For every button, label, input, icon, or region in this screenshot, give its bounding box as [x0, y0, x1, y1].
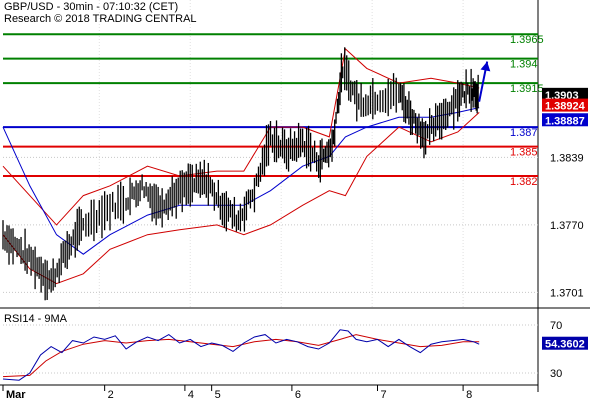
forecast-arrow-head — [480, 61, 491, 72]
x-axis-tick: 8 — [466, 389, 472, 400]
x-axis-tick: 7 — [381, 389, 387, 400]
level-label: 1.387 — [510, 127, 538, 139]
x-axis-tick: Mar — [6, 389, 26, 400]
bollinger-lower-line — [2, 112, 480, 285]
rsi-axis-tick: 30 — [550, 368, 562, 380]
price-badge-label: 1.38924 — [545, 101, 586, 113]
price-badge — [542, 87, 588, 101]
x-axis-tick: 5 — [215, 389, 221, 400]
rsi-ma-line — [2, 334, 480, 378]
price-axis-tick: 1.3839 — [550, 152, 584, 164]
x-axis-tick: 6 — [295, 389, 301, 400]
price-badge — [542, 98, 588, 112]
x-axis-tick: 4 — [188, 389, 194, 400]
rsi-axis-tick: 70 — [550, 320, 562, 332]
rsi-badge — [542, 336, 588, 350]
chart-title: GBP/USD - 30min - 07:10:32 (CET) — [4, 1, 179, 13]
price-axis-tick: 1.3701 — [550, 287, 584, 299]
price-axis-tick: 1.3770 — [550, 220, 584, 232]
price-badge-label: 1.38887 — [545, 115, 585, 127]
rsi-badge-label: 54.3602 — [545, 339, 585, 351]
level-label: 1.382 — [510, 176, 538, 188]
level-label: 1.3915 — [510, 83, 544, 95]
level-label: 1.394 — [510, 59, 538, 71]
rsi-title: RSI14 - 9MA — [4, 313, 68, 325]
x-axis-tick: 2 — [108, 389, 114, 400]
moving-average-line — [2, 107, 480, 255]
level-label: 1.385 — [510, 147, 538, 159]
chart-copyright: Research © 2018 TRADING CENTRAL — [4, 13, 197, 25]
level-label: 1.3965 — [510, 34, 544, 46]
price-badge — [542, 113, 588, 127]
bollinger-upper-line — [2, 47, 480, 226]
rsi-line — [2, 329, 480, 381]
